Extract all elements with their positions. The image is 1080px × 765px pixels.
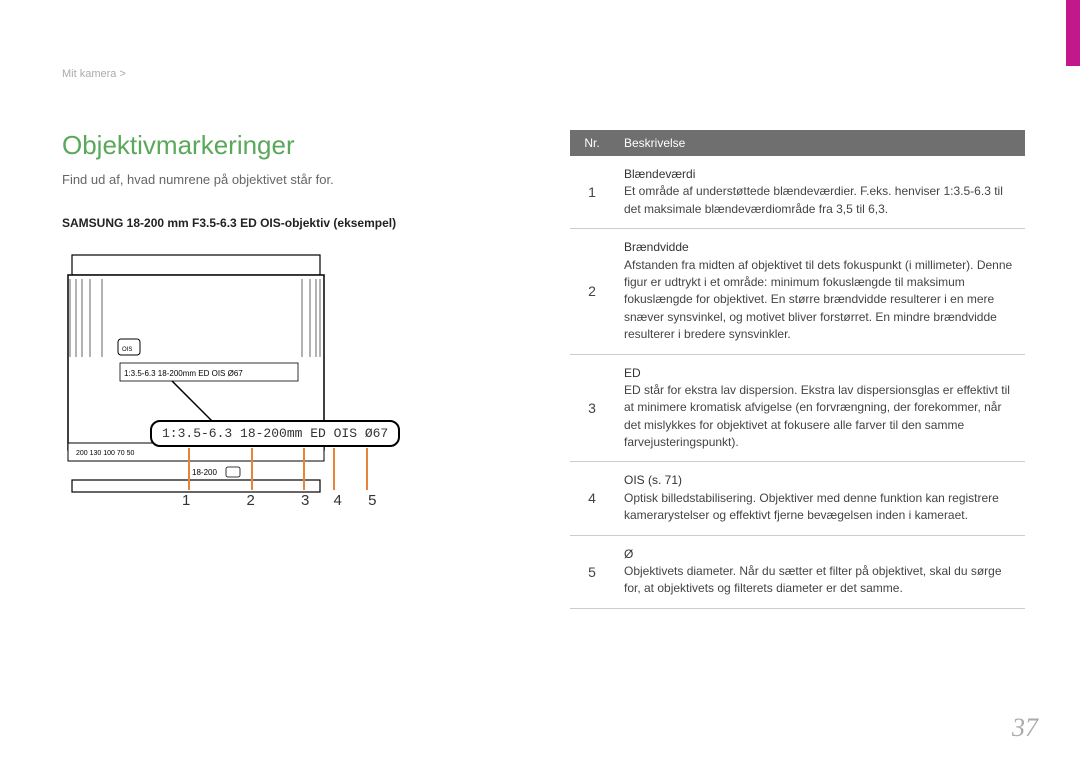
row-desc: Blændeværdi Et område af understøttede b… (614, 156, 1025, 229)
indicator-1 (188, 448, 190, 490)
table-row: 4 OIS (s. 71) Optisk billedstabilisering… (570, 462, 1025, 535)
description-table: Nr. Beskrivelse 1 Blændeværdi Et område … (570, 130, 1025, 609)
side-tab (1066, 0, 1080, 66)
lens-figure: 1:3.5-6.3 18-200mm ED OIS Ø67 OIS 200 13… (62, 245, 362, 498)
lens-scale-text: 200 130 100 70 50 (76, 450, 134, 457)
table-row: 3 ED ED står for ekstra lav dispersion. … (570, 354, 1025, 462)
callout-number-5: 5 (368, 492, 376, 509)
row-nr: 2 (570, 229, 614, 354)
indicator-4 (333, 448, 335, 490)
breadcrumb: Mit kamera > (62, 68, 126, 80)
callout-number-4: 4 (334, 492, 342, 509)
example-subheading: SAMSUNG 18-200 mm F3.5-6.3 ED OIS-objekt… (62, 216, 396, 230)
indicator-2 (251, 448, 253, 490)
row-nr: 5 (570, 535, 614, 608)
row-desc: Brændvidde Afstanden fra midten af objek… (614, 229, 1025, 354)
row-desc: OIS (s. 71) Optisk billedstabilisering. … (614, 462, 1025, 535)
row-nr: 3 (570, 354, 614, 462)
row-nr: 1 (570, 156, 614, 229)
lens-zoom-label: 18-200 (192, 468, 217, 477)
lens-diagram: 1:3.5-6.3 18-200mm ED OIS Ø67 OIS 200 13… (62, 245, 330, 495)
lens-engraving-text: 1:3.5-6.3 18-200mm ED OIS Ø67 (124, 369, 243, 378)
intro-text: Find ud af, hvad numrene på objektivet s… (62, 172, 334, 187)
row-desc: Ø Objektivets diameter. Når du sætter et… (614, 535, 1025, 608)
table-header-nr: Nr. (570, 130, 614, 156)
page-number: 37 (1012, 713, 1038, 743)
page-heading: Objektivmarkeringer (62, 130, 295, 161)
indicator-5 (366, 448, 368, 490)
callout-number-3: 3 (301, 492, 309, 509)
row-desc: ED ED står for ekstra lav dispersion. Ek… (614, 354, 1025, 462)
table-header-desc: Beskrivelse (614, 130, 1025, 156)
table-row: 1 Blændeværdi Et område af understøttede… (570, 156, 1025, 229)
row-nr: 4 (570, 462, 614, 535)
callout-box: 1:3.5-6.3 18-200mm ED OIS Ø67 (150, 420, 400, 447)
callout-numbers: 1 2 3 4 5 (182, 492, 376, 509)
indicator-3 (303, 448, 305, 490)
table-row: 2 Brændvidde Afstanden fra midten af obj… (570, 229, 1025, 354)
callout-number-1: 1 (182, 492, 190, 509)
table-row: 5 Ø Objektivets diameter. Når du sætter … (570, 535, 1025, 608)
callout-number-2: 2 (247, 492, 255, 509)
svg-text:OIS: OIS (122, 347, 132, 353)
